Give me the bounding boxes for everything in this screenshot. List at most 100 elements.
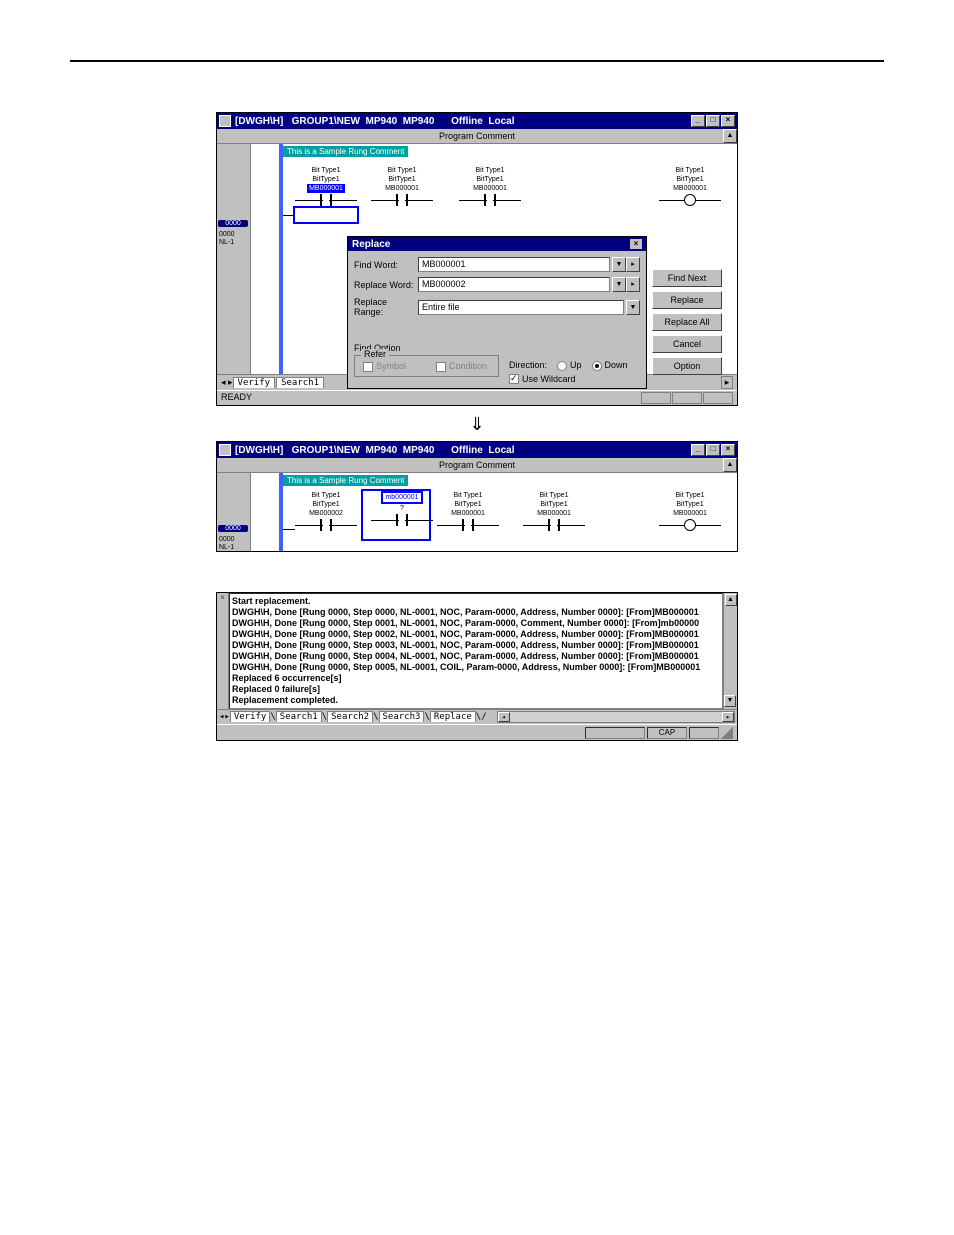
scroll-up-button[interactable]: ▲: [725, 594, 737, 606]
status-text: READY: [221, 392, 252, 404]
contact-label: MB000001: [459, 184, 521, 193]
contact-label: BitType1: [459, 175, 521, 184]
direction-up-radio[interactable]: [557, 361, 567, 371]
ladder-workarea: 0000 0000 NL-1 This is a Sample Rung Com…: [217, 144, 737, 374]
dropdown-button[interactable]: ▼: [626, 300, 640, 315]
scroll-down-button[interactable]: ▼: [724, 695, 736, 707]
close-pane-icon[interactable]: ×: [217, 593, 228, 602]
gutter-nl: NL-1: [219, 544, 234, 551]
dialog-close-button[interactable]: ×: [630, 239, 642, 249]
window-title: [DWGH\H] GROUP1\NEW MP940 MP940 Offline …: [235, 116, 691, 127]
picker-button[interactable]: ▸: [626, 257, 640, 272]
find-next-button[interactable]: Find Next: [652, 269, 722, 287]
dropdown-button[interactable]: ▼: [612, 277, 626, 292]
output-log: Start replacement.DWGH\H, Done [Rung 000…: [229, 593, 723, 709]
hscroll-right-button[interactable]: ▸: [721, 376, 733, 389]
gutter-addr: 0000: [219, 536, 235, 543]
output-line: DWGH\H, Done [Rung 0000, Step 0003, NL-0…: [232, 640, 720, 651]
tab-replace[interactable]: Replace: [430, 711, 476, 722]
ladder-workarea: 0000 0000 NL-1 This is a Sample Rung Com…: [217, 473, 737, 551]
tab-search1[interactable]: Search1: [276, 711, 322, 722]
ladder-window-before: [DWGH\H] GROUP1\NEW MP940 MP940 Offline …: [216, 112, 738, 406]
close-button[interactable]: ×: [721, 444, 735, 456]
maximize-button[interactable]: □: [706, 444, 720, 456]
ladder-canvas[interactable]: This is a Sample Rung Comment Bit Type1B…: [251, 144, 737, 374]
dialog-text-input[interactable]: MB000001: [418, 257, 610, 272]
contact-element[interactable]: Bit Type1BitType1MB000002: [295, 491, 357, 532]
contact-element[interactable]: Bit Type1BitType1MB000001: [523, 491, 585, 532]
coil-element[interactable]: Bit Type1BitType1MB000001: [659, 491, 721, 532]
titlebar[interactable]: [DWGH\H] GROUP1\NEW MP940 MP940 Offline …: [217, 442, 737, 458]
ladder-canvas[interactable]: This is a Sample Rung Comment Bit Type1B…: [251, 473, 737, 551]
contact-symbol-icon: [459, 193, 521, 207]
close-button[interactable]: ×: [721, 115, 735, 127]
left-power-rail: [279, 144, 283, 374]
resize-grip-icon[interactable]: [721, 727, 733, 739]
page-rule: [70, 60, 884, 62]
contact-symbol-icon: [371, 193, 433, 207]
output-hscroll[interactable]: ◂ ▸: [497, 711, 735, 723]
dialog-row: Replace Range:Entire file▼: [354, 297, 640, 317]
dialog-text-input[interactable]: MB000002: [418, 277, 610, 292]
ladder-window-after: [DWGH\H] GROUP1\NEW MP940 MP940 Offline …: [216, 441, 738, 552]
rung-gutter: 0000 0000 NL-1: [217, 473, 251, 551]
contact-label: Bit Type1: [295, 491, 357, 500]
contact-element[interactable]: Bit Type1BitType1MB000001: [459, 166, 521, 207]
output-panel: × Start replacement.DWGH\H, Done [Rung 0…: [216, 592, 738, 741]
rung-wire: [283, 215, 295, 216]
dialog-text-input[interactable]: Entire file: [418, 300, 624, 315]
output-line: Start replacement.: [232, 596, 720, 607]
tab-verify[interactable]: Verify: [233, 377, 276, 388]
dropdown-button[interactable]: ▼: [612, 257, 626, 272]
contact-element[interactable]: Bit Type1BitType1MB000001: [295, 166, 357, 207]
wildcard-checkbox[interactable]: [509, 374, 519, 384]
output-line: DWGH\H, Done [Rung 0000, Step 0005, NL-0…: [232, 662, 720, 673]
rung-comment: This is a Sample Rung Comment: [283, 146, 408, 157]
replace-button[interactable]: Replace: [652, 291, 722, 309]
contact-label: Bit Type1: [295, 166, 357, 175]
replace-all-button[interactable]: Replace All: [652, 313, 722, 331]
dialog-row: Find Word:MB000001▼▸: [354, 257, 640, 272]
output-line: Replacement completed.: [232, 695, 720, 706]
minimize-button[interactable]: _: [691, 115, 705, 127]
titlebar[interactable]: [DWGH\H] GROUP1\NEW MP940 MP940 Offline …: [217, 113, 737, 129]
symbol-checkbox[interactable]: [363, 362, 373, 372]
system-menu-icon[interactable]: [219, 115, 231, 127]
contact-symbol-icon: [295, 193, 357, 207]
picker-button[interactable]: ▸: [626, 277, 640, 292]
output-line: DWGH\H, Done [Rung 0000, Step 0000, NL-0…: [232, 607, 720, 618]
contact-label: BitType1: [437, 500, 499, 509]
symbol-label: Symbol: [376, 361, 406, 371]
status-bar: READY: [217, 390, 737, 405]
condition-checkbox[interactable]: [436, 362, 446, 372]
tab-search3[interactable]: Search3: [379, 711, 425, 722]
scroll-up-button[interactable]: ▲: [723, 458, 737, 472]
tab-verify[interactable]: Verify: [230, 711, 271, 722]
direction-down-radio[interactable]: [592, 361, 602, 371]
coil-element[interactable]: Bit Type1BitType1MB000001: [659, 166, 721, 207]
dialog-titlebar[interactable]: Replace ×: [348, 237, 646, 251]
tab-search2[interactable]: Search2: [327, 711, 373, 722]
maximize-button[interactable]: □: [706, 115, 720, 127]
scroll-up-button[interactable]: ▲: [723, 129, 737, 143]
up-label: Up: [570, 360, 582, 370]
contact-element[interactable]: Bit Type1BitType1MB000001: [437, 491, 499, 532]
minimize-button[interactable]: _: [691, 444, 705, 456]
system-menu-icon[interactable]: [219, 444, 231, 456]
wildcard-label: Use Wildcard: [522, 374, 576, 384]
hscroll-right-button[interactable]: ▸: [722, 712, 734, 722]
hscroll-left-button[interactable]: ◂: [498, 712, 510, 722]
tab-search1[interactable]: Search1: [276, 377, 324, 388]
contact-element[interactable]: Bit Type1BitType1MB000001: [371, 166, 433, 207]
condition-label: Condition: [449, 361, 487, 371]
contact-label: MB000001: [437, 509, 499, 518]
option-button[interactable]: Option: [652, 357, 722, 375]
flow-arrow-icon: ⇓: [0, 414, 954, 435]
output-gutter: ×: [217, 593, 229, 709]
subheader: Program Comment ▲: [217, 458, 737, 473]
contact-label: BitType1: [659, 500, 721, 509]
gutter-addr: 0000: [219, 231, 235, 238]
direction-label: Direction:: [509, 360, 547, 370]
output-vscroll[interactable]: ▲ ▼: [723, 593, 737, 709]
cancel-button[interactable]: Cancel: [652, 335, 722, 353]
